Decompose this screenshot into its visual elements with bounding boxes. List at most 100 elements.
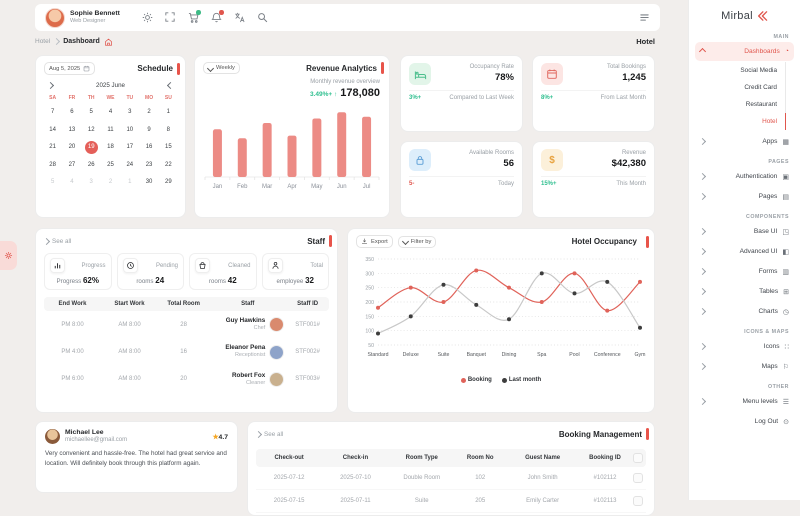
sidebar-subitem-social-media[interactable]: Social Media bbox=[689, 62, 786, 79]
calendar-day[interactable]: 3 bbox=[89, 179, 93, 186]
calendar-day[interactable]: 26 bbox=[87, 161, 95, 168]
sidebar-item-charts[interactable]: Charts ◷ bbox=[695, 302, 794, 321]
calendar-day[interactable]: 10 bbox=[126, 126, 134, 133]
calendar-day[interactable]: 30 bbox=[145, 179, 153, 186]
calendar-day[interactable]: 14 bbox=[49, 126, 56, 133]
booking-row[interactable]: 2025-07-15 2025-07-11 Suite 205 Emily Carter… bbox=[256, 490, 646, 513]
calendar-day[interactable]: 9 bbox=[147, 126, 151, 133]
calendar-next-button[interactable] bbox=[166, 81, 175, 90]
date-input[interactable]: Aug 5, 2025 bbox=[44, 62, 96, 75]
calendar-day[interactable]: 19 bbox=[82, 139, 101, 157]
calendar-day[interactable]: 5 bbox=[89, 109, 93, 116]
occupancy-title: Hotel Occupancy bbox=[571, 237, 637, 246]
sidebar-item-base-ui[interactable]: Base UI ◳ bbox=[695, 222, 794, 241]
calendar-day[interactable]: 24 bbox=[126, 161, 134, 168]
export-icon bbox=[361, 238, 368, 245]
translate-icon[interactable] bbox=[234, 12, 245, 23]
sidebar-logo[interactable]: Mirbal bbox=[689, 0, 800, 26]
stat-delta: 3%+ bbox=[409, 95, 422, 101]
summary-top: Cleaned bbox=[195, 258, 251, 273]
sidebar-item-advanced-ui[interactable]: Advanced UI ◧ bbox=[695, 242, 794, 261]
chevron-right-icon bbox=[698, 307, 707, 316]
calendar-day[interactable]: 4 bbox=[70, 179, 74, 186]
chevron-right-icon bbox=[698, 137, 707, 146]
cart-icon[interactable] bbox=[188, 10, 201, 23]
calendar-prev-button[interactable] bbox=[46, 81, 55, 90]
calendar-day[interactable]: 22 bbox=[165, 161, 172, 168]
staff-row[interactable]: PM 4:00 AM 8:00 16 Eleanor Pena Receptionist… bbox=[44, 338, 329, 365]
maps-icon: ⚐ bbox=[782, 363, 789, 371]
staff-row[interactable]: PM 6:00 AM 8:00 20 Robert Fox Cleaner STF003# bbox=[44, 366, 329, 393]
user-info[interactable]: Sophie Bennett Web Designer bbox=[70, 10, 120, 24]
calendar-day[interactable]: 15 bbox=[165, 144, 172, 151]
sidebar-item-maps[interactable]: Maps ⚐ bbox=[695, 357, 794, 376]
calendar-day[interactable]: 8 bbox=[166, 126, 171, 133]
calendar-day[interactable]: 23 bbox=[145, 161, 153, 168]
sidebar-item-forms[interactable]: Forms ▥ bbox=[695, 262, 794, 281]
calendar-day[interactable]: 28 bbox=[49, 161, 56, 168]
sidebar-item-pages[interactable]: Pages ▤ bbox=[695, 187, 794, 206]
calendar-day[interactable]: 3 bbox=[128, 109, 132, 116]
stat-info: Available Rooms 56 bbox=[437, 150, 514, 170]
sidebar-item-log-out[interactable]: Log Out ⊙ bbox=[695, 412, 794, 431]
calendar-day[interactable]: 4 bbox=[108, 109, 113, 116]
calendar-day[interactable]: 16 bbox=[145, 144, 153, 151]
search-icon[interactable] bbox=[257, 12, 268, 23]
legend-dot bbox=[501, 377, 507, 383]
sidebar-item-menu-levels[interactable]: Menu levels ☰ bbox=[695, 392, 794, 411]
sidebar-subitem-credit-card[interactable]: Credit Card bbox=[689, 79, 786, 96]
calendar-day[interactable]: 25 bbox=[107, 161, 114, 168]
sidebar-item-tables[interactable]: Tables ⊞ bbox=[695, 282, 794, 301]
select-all-checkbox[interactable] bbox=[633, 453, 644, 463]
stat-footer: 8%+ From Last Month bbox=[541, 95, 646, 101]
sidebar-subitem-hotel[interactable]: Hotel bbox=[689, 113, 786, 130]
staff-row[interactable]: PM 8:00 AM 8:00 28 Guy Hawkins Chef STF001# bbox=[44, 311, 329, 338]
row-checkbox[interactable] bbox=[633, 473, 644, 483]
calendar-day[interactable]: 6 bbox=[70, 109, 74, 116]
sidebar-item-icons[interactable]: Icons ∷ bbox=[695, 337, 794, 356]
calendar-day[interactable]: 13 bbox=[68, 126, 76, 133]
calendar-day[interactable]: 12 bbox=[87, 126, 95, 133]
filter-dropdown[interactable]: Filter by bbox=[397, 235, 437, 248]
calendar-day[interactable]: 1 bbox=[166, 109, 171, 116]
sidebar-subitem-restaurant[interactable]: Restaurant bbox=[689, 96, 786, 113]
calendar-day[interactable]: 21 bbox=[49, 144, 56, 151]
staff-see-all[interactable]: See all bbox=[42, 237, 71, 245]
calendar-day[interactable]: 27 bbox=[68, 161, 76, 168]
notifications-icon[interactable] bbox=[211, 10, 224, 23]
stat-label: Occupancy Rate bbox=[469, 63, 514, 70]
breadcrumb-parent[interactable]: Hotel bbox=[35, 38, 51, 45]
chevron-right-icon bbox=[42, 237, 51, 245]
sun-icon[interactable] bbox=[142, 12, 153, 23]
calendar-day[interactable]: 17 bbox=[126, 144, 134, 151]
booking-see-all[interactable]: See all bbox=[254, 430, 283, 438]
calendar-day[interactable]: 20 bbox=[68, 144, 76, 151]
calendar-weekday: TU bbox=[126, 95, 134, 101]
customizer-button[interactable] bbox=[0, 241, 17, 270]
fullscreen-icon[interactable] bbox=[165, 12, 176, 23]
icons-icon: ∷ bbox=[784, 343, 789, 351]
calendar-day[interactable]: 11 bbox=[107, 126, 114, 133]
calendar-day[interactable]: 1 bbox=[128, 179, 132, 186]
stat-top: $ Revenue $42,380 bbox=[541, 149, 646, 171]
booking-row[interactable]: 2025-07-12 2025-07-10 Double Room 102 John S… bbox=[256, 467, 646, 490]
menu-icon[interactable] bbox=[639, 12, 650, 23]
review-card: Michael Lee michaellee@gmail.com ★4.7 Ve… bbox=[35, 421, 238, 493]
calendar-day[interactable]: 7 bbox=[50, 109, 55, 116]
sidebar-item-authentication[interactable]: Authentication ▣ bbox=[695, 167, 794, 186]
sidebar-item-apps[interactable]: Apps ▦ bbox=[695, 132, 794, 151]
row-checkbox[interactable] bbox=[633, 496, 644, 506]
calendar-day[interactable]: 18 bbox=[107, 144, 114, 151]
calendar-day[interactable]: 2 bbox=[108, 179, 113, 186]
sidebar-item-dashboards[interactable]: Dashboards ◔ bbox=[695, 42, 794, 61]
calendar-day[interactable]: 2 bbox=[147, 109, 151, 116]
stat-card-total-bookings: Total Bookings 1,245 8%+ From Last Month bbox=[532, 55, 655, 132]
stat-info: Total Bookings 1,245 bbox=[569, 64, 646, 84]
weekly-dropdown[interactable]: Weekly bbox=[203, 62, 240, 74]
user-avatar[interactable] bbox=[45, 7, 65, 28]
calendar-day[interactable]: 5 bbox=[50, 179, 55, 186]
export-button[interactable]: Export bbox=[356, 235, 393, 248]
calendar-day[interactable]: 29 bbox=[165, 179, 172, 186]
breadcrumb: Hotel Dashboard Hotel bbox=[35, 37, 655, 46]
page-title: Hotel bbox=[636, 37, 655, 46]
